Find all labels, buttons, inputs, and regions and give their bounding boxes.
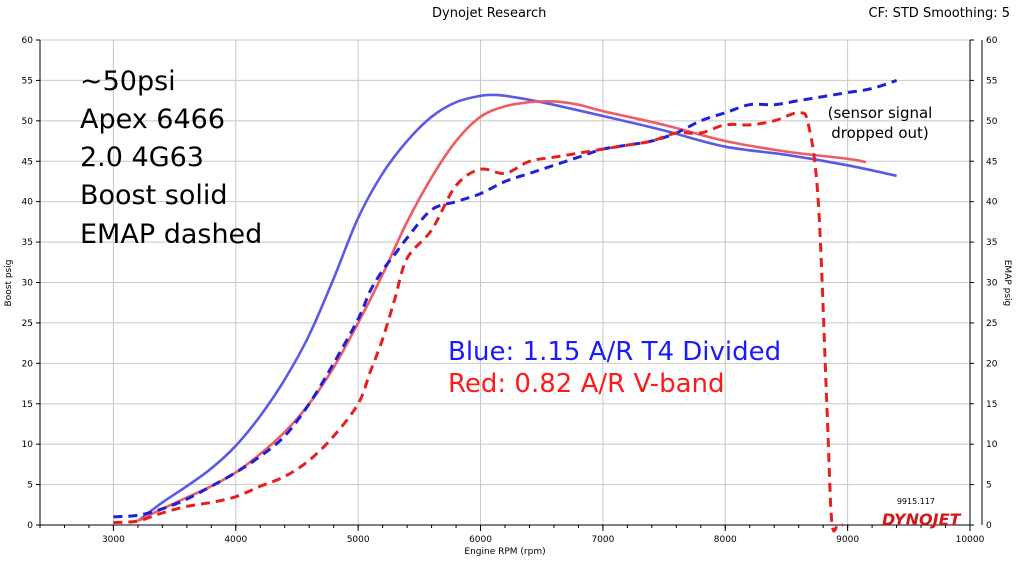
y-tick-label-left: 50 [22, 117, 34, 127]
note-line-2: Apex 6466 [80, 104, 225, 135]
x-tick-label: 5000 [347, 535, 370, 545]
y-tick-label-right: 45 [986, 157, 997, 167]
sensor-note: (sensor signal dropped out) [828, 104, 933, 142]
series-red-boost [137, 99, 867, 523]
x-tick-label: 7000 [591, 535, 614, 545]
y-tick-label-right: 5 [986, 481, 992, 491]
chart-title: Dynojet Research [432, 6, 547, 21]
notes-annotation: ~50psi Apex 6466 2.0 4G63 Boost solid EM… [80, 66, 262, 250]
y-tick-label-left: 60 [22, 36, 34, 46]
x-axis-label: Engine RPM (rpm) [464, 547, 545, 557]
x-tick-label: 9000 [836, 535, 859, 545]
note-line-4: Boost solid [80, 180, 228, 211]
y-tick-label-right: 20 [986, 359, 998, 369]
y-tick-label-right: 50 [986, 117, 998, 127]
y-tick-label-left: 40 [22, 198, 34, 208]
y-axis-label-left: Boost psig [4, 260, 14, 307]
note-line-3: 2.0 4G63 [80, 142, 204, 173]
y-tick-label-right: 30 [986, 279, 998, 289]
y-tick-label-right: 25 [986, 319, 997, 329]
sensor-note-line-2: dropped out) [831, 124, 929, 142]
dynojet-logo-text: DYNOJET [882, 510, 962, 529]
note-line-1: ~50psi [80, 66, 176, 97]
y-tick-label-left: 35 [22, 238, 33, 248]
y-tick-label-left: 15 [22, 400, 33, 410]
y-tick-label-right: 40 [986, 198, 998, 208]
x-tick-label: 8000 [714, 535, 737, 545]
series-layer [113, 78, 898, 533]
y-tick-label-right: 35 [986, 238, 997, 248]
series-red-emap [113, 111, 843, 533]
y-tick-label-left: 25 [22, 319, 33, 329]
y-tick-label-left: 20 [22, 359, 34, 369]
y-tick-label-right: 10 [986, 440, 998, 450]
y-tick-label-right: 60 [986, 36, 998, 46]
run-id: 9915.117 [897, 497, 935, 506]
series-blue-emap [113, 78, 898, 519]
y-tick-label-left: 10 [22, 440, 34, 450]
series-blue-boost [137, 93, 897, 523]
y-tick-label-left: 45 [22, 157, 33, 167]
legend-blue: Blue: 1.15 A/R T4 Divided [448, 337, 781, 367]
y-tick-label-left: 0 [27, 521, 33, 531]
correction-info: CF: STD Smoothing: 5 [868, 6, 1010, 21]
y-tick-label-left: 30 [22, 279, 34, 289]
x-tick-label: 4000 [224, 535, 247, 545]
x-tick-label: 6000 [469, 535, 492, 545]
chart-header: Dynojet Research CF: STD Smoothing: 5 [0, 0, 1024, 30]
y-axis-label-right: EMAP psig [1002, 260, 1012, 307]
y-tick-label-left: 5 [27, 481, 33, 491]
y-tick-label-right: 0 [986, 521, 992, 531]
note-line-5: EMAP dashed [80, 219, 262, 250]
x-tick-label: 10000 [956, 535, 985, 545]
dynojet-logo: DYNOJET [882, 510, 962, 529]
x-tick-label: 3000 [102, 535, 125, 545]
y-tick-label-right: 15 [986, 400, 997, 410]
grid [40, 39, 971, 526]
sensor-note-line-1: (sensor signal [828, 104, 933, 122]
y-tick-label-right: 55 [986, 76, 997, 86]
legend-red: Red: 0.82 A/R V-band [448, 369, 725, 399]
y-tick-label-left: 55 [22, 76, 33, 86]
